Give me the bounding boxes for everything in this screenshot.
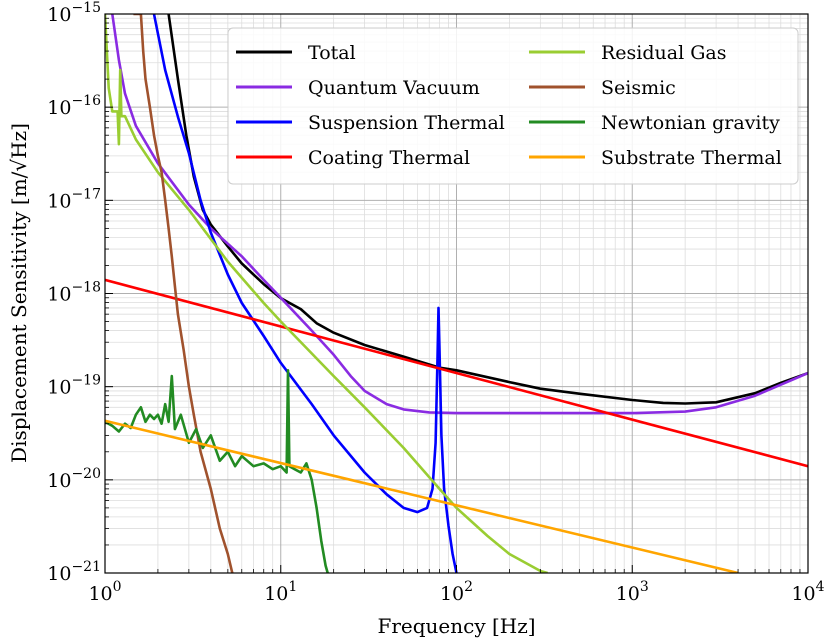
series-lines bbox=[105, 14, 808, 573]
x-tick-labels: 100 101 102 103 104 bbox=[88, 579, 824, 605]
axis-ticks bbox=[104, 13, 809, 574]
y-tick-labels: 10−21 10−20 10−19 10−18 10−17 10−16 10−15 bbox=[47, 0, 101, 585]
y-tick-label: 10−20 bbox=[47, 466, 101, 492]
y-tick-label: 10−17 bbox=[47, 186, 101, 212]
legend-label-seismic: Seismic bbox=[601, 77, 676, 99]
series-line-substrate-thermal bbox=[105, 419, 739, 573]
x-tick-label: 102 bbox=[440, 579, 473, 605]
legend-label-residual-gas: Residual Gas bbox=[601, 42, 726, 64]
y-tick-label: 10−21 bbox=[47, 559, 101, 585]
legend-label-newtonian-gravity: Newtonian gravity bbox=[601, 112, 780, 134]
legend-label-quantum-vacuum: Quantum Vacuum bbox=[308, 77, 480, 99]
x-tick-label: 101 bbox=[264, 579, 297, 605]
x-axis-label: Frequency [Hz] bbox=[377, 614, 535, 638]
series-line-quantum-vacuum bbox=[111, 14, 808, 415]
legend-box bbox=[227, 27, 799, 185]
series-line-coating-thermal bbox=[105, 278, 808, 468]
legend: Total Quantum Vacuum Suspension Thermal Coa… bbox=[227, 27, 799, 185]
x-tick-label: 104 bbox=[791, 579, 824, 605]
y-tick-label: 10−15 bbox=[47, 0, 101, 26]
series-line-seismic bbox=[133, 14, 234, 573]
legend-label-suspension-thermal: Suspension Thermal bbox=[308, 112, 505, 134]
series-line-residual-gas bbox=[105, 14, 548, 573]
y-tick-label: 10−19 bbox=[47, 373, 101, 399]
x-tick-label: 103 bbox=[616, 579, 649, 605]
legend-label-substrate-thermal: Substrate Thermal bbox=[601, 147, 782, 169]
x-tick-label: 100 bbox=[88, 579, 121, 605]
series-line-suspension-thermal bbox=[152, 14, 458, 573]
legend-label-total: Total bbox=[308, 42, 356, 64]
y-tick-label: 10−16 bbox=[47, 93, 101, 119]
series-line-newtonian-gravity bbox=[105, 369, 329, 573]
y-tick-label: 10−18 bbox=[47, 280, 101, 306]
legend-label-coating-thermal: Coating Thermal bbox=[308, 147, 470, 169]
y-axis-label: Displacement Sensitivity [m/√Hz] bbox=[7, 123, 31, 463]
